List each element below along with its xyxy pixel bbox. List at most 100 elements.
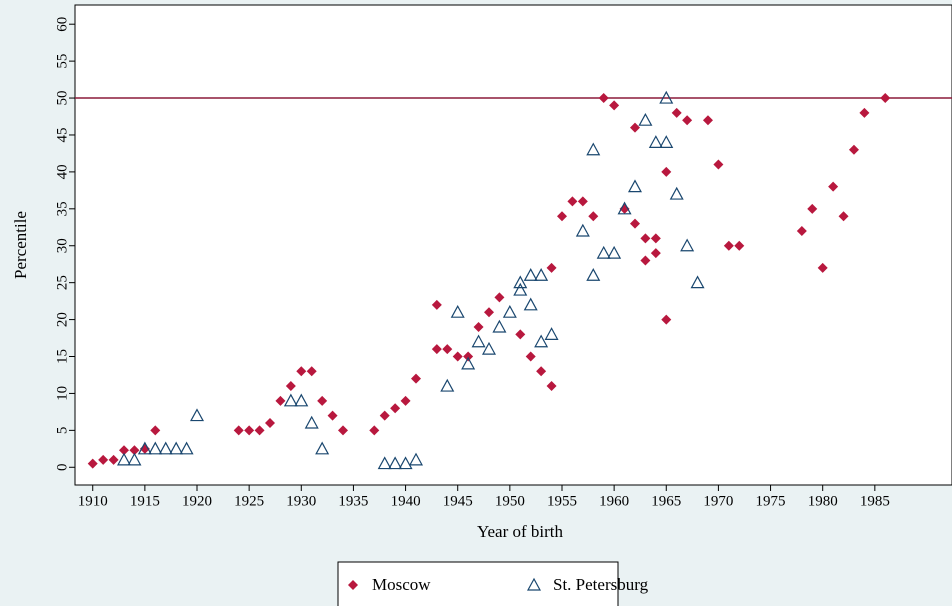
- diamond-marker: [567, 196, 578, 207]
- diamond-marker: [473, 321, 484, 332]
- y-tick-label: 5: [54, 427, 70, 435]
- diamond-marker: [577, 196, 588, 207]
- diamond-marker: [734, 240, 745, 251]
- triangle-marker: [607, 245, 622, 259]
- triangle-marker: [137, 441, 152, 455]
- diamond-marker: [807, 203, 818, 214]
- diamond-marker: [129, 445, 140, 456]
- triangle-marker: [440, 378, 455, 392]
- triangle-marker: [388, 456, 403, 470]
- diamond-marker: [640, 233, 651, 244]
- y-tick-label: 10: [54, 386, 70, 401]
- diamond-marker: [317, 395, 328, 406]
- triangle-marker: [586, 142, 601, 156]
- triangle-marker: [513, 282, 528, 296]
- diamond-marker: [327, 410, 338, 421]
- diamond-marker: [400, 395, 411, 406]
- y-tick-label: 45: [54, 127, 70, 142]
- diamond-marker: [671, 107, 682, 118]
- diamond-marker: [702, 115, 713, 126]
- triangle-marker: [450, 304, 465, 318]
- diamond-marker: [650, 233, 661, 244]
- diamond-marker: [859, 107, 870, 118]
- diamond-marker: [119, 445, 130, 456]
- x-tick-label: 1975: [756, 493, 786, 509]
- triangle-marker: [523, 297, 538, 311]
- diamond-marker: [244, 425, 255, 436]
- x-tick-label: 1960: [599, 493, 629, 509]
- diamond-marker: [463, 351, 474, 362]
- x-tick-label: 1940: [391, 493, 421, 509]
- diamond-marker: [265, 417, 276, 428]
- x-tick-label: 1920: [182, 493, 212, 509]
- triangle-marker: [534, 268, 549, 281]
- y-tick-label: 60: [54, 17, 70, 32]
- x-tick-label: 1945: [443, 493, 473, 509]
- diamond-marker: [661, 314, 672, 325]
- triangle-marker: [627, 179, 642, 193]
- diamond-marker: [254, 425, 265, 436]
- diamond-marker: [817, 262, 828, 273]
- diamond-marker: [369, 425, 380, 436]
- legend-marker: [526, 577, 542, 591]
- diamond-marker: [838, 211, 849, 222]
- y-tick-label: 20: [54, 312, 70, 327]
- y-tick-label: 0: [54, 464, 70, 472]
- diamond-marker: [515, 329, 526, 340]
- diamond-marker: [390, 403, 401, 414]
- y-tick-label: 55: [54, 54, 70, 69]
- triangle-marker: [690, 275, 705, 289]
- y-axis-label: Percentile: [11, 211, 30, 279]
- diamond-marker: [98, 454, 109, 465]
- triangle-marker: [659, 135, 674, 148]
- triangle-marker: [648, 135, 663, 148]
- diamond-marker: [546, 262, 557, 273]
- plot-area: [74, 4, 952, 486]
- triangle-marker: [523, 268, 538, 281]
- legend-marker: [348, 580, 358, 590]
- x-tick-label: 1935: [338, 493, 368, 509]
- diamond-marker: [682, 115, 693, 126]
- triangle-marker: [534, 334, 549, 348]
- y-tick-label: 35: [54, 201, 70, 216]
- triangle-marker: [669, 186, 684, 200]
- triangle-marker: [680, 238, 695, 252]
- x-tick-label: 1980: [808, 493, 838, 509]
- triangle-marker: [148, 441, 163, 455]
- diamond-marker: [410, 373, 421, 384]
- diamond-marker: [598, 93, 609, 104]
- triangle-marker: [638, 112, 653, 126]
- diamond-marker: [306, 366, 317, 377]
- diamond-marker: [588, 211, 599, 222]
- diamond-marker: [296, 366, 307, 377]
- diamond-marker: [723, 240, 734, 251]
- triangle-marker: [471, 334, 486, 348]
- triangle-marker: [179, 441, 194, 455]
- diamond-marker: [483, 307, 494, 318]
- triangle-marker: [461, 356, 476, 370]
- x-tick-label: 1925: [234, 493, 264, 509]
- diamond-marker: [338, 425, 349, 436]
- triangle-marker: [117, 452, 132, 466]
- y-tick-label: 15: [54, 349, 70, 364]
- diamond-marker: [848, 144, 859, 155]
- triangle-marker: [294, 393, 309, 407]
- x-tick-label: 1970: [703, 493, 733, 509]
- diamond-marker: [108, 454, 119, 465]
- triangle-marker: [304, 415, 319, 429]
- diamond-marker: [150, 425, 161, 436]
- y-tick-label: 30: [54, 238, 70, 253]
- diamond-marker: [640, 255, 651, 266]
- legend-label: St. Petersburg: [553, 575, 649, 594]
- diamond-marker: [494, 292, 505, 303]
- triangle-marker: [315, 441, 330, 455]
- x-tick-label: 1950: [495, 493, 525, 509]
- triangle-marker: [617, 201, 632, 215]
- diamond-marker: [233, 425, 244, 436]
- y-tick-label: 40: [54, 164, 70, 179]
- diamond-marker: [880, 93, 891, 104]
- x-tick-label: 1910: [78, 493, 108, 509]
- diamond-marker: [431, 344, 442, 355]
- triangle-marker: [408, 452, 424, 466]
- diamond-marker: [828, 181, 839, 192]
